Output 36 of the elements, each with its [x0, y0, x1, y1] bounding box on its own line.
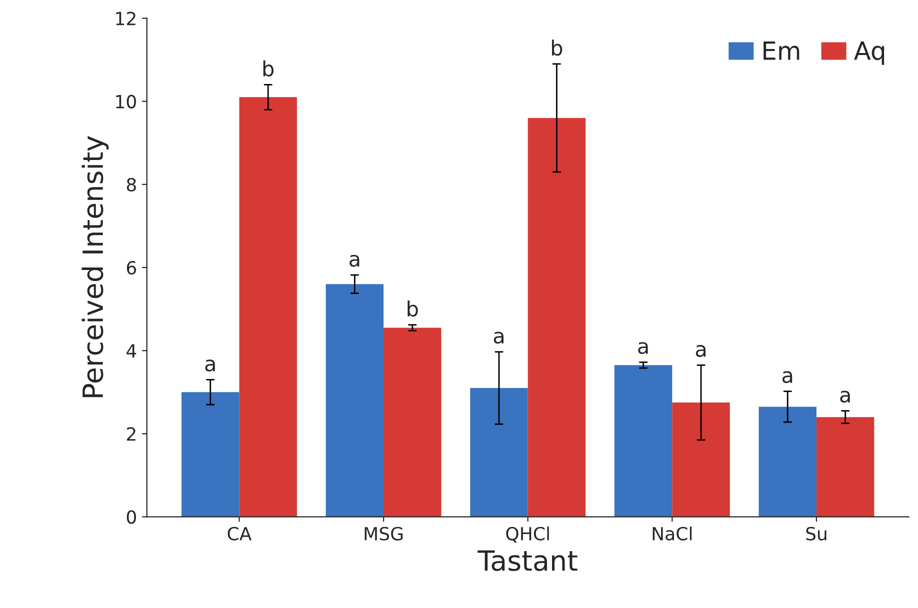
bar: [672, 402, 730, 517]
data-label: b: [263, 60, 274, 77]
x-tick-label: Su: [806, 526, 826, 540]
bar: [470, 388, 528, 517]
bar: [614, 365, 672, 517]
y-tick-label: 12: [116, 12, 136, 26]
x-tick-label: MSG: [364, 526, 403, 540]
y-tick-label: 10: [116, 94, 136, 108]
y-tick-label: 0: [126, 510, 136, 524]
data-label: a: [840, 390, 850, 403]
bar: [182, 392, 240, 517]
data-label: a: [350, 254, 360, 267]
data-label: a: [205, 360, 215, 372]
x-tick-label: NaCl: [652, 526, 692, 540]
y-tick-label: 6: [126, 260, 136, 275]
data-label: b: [408, 300, 418, 317]
bar: [326, 284, 384, 517]
data-label: b: [552, 40, 562, 56]
x-axis-title: Tastant: [478, 550, 578, 572]
y-tick-label: 8: [126, 178, 136, 192]
data-label: a: [696, 344, 706, 357]
x-tick-label: QHCl: [506, 526, 549, 543]
y-tick-label: 4: [126, 344, 136, 358]
bar: [384, 328, 442, 517]
legend-label: Aq: [854, 42, 884, 65]
x-tick-label: CA: [228, 526, 252, 540]
bar: [239, 97, 297, 517]
data-label: a: [638, 342, 648, 354]
bar: [528, 118, 586, 517]
data-label: a: [782, 371, 792, 384]
bar: [758, 406, 816, 517]
y-tick-label: 2: [126, 427, 136, 441]
bar: [816, 417, 874, 517]
y-axis-title: Perceived Intensity: [82, 136, 109, 398]
legend-label: Em: [764, 42, 800, 60]
data-label: a: [494, 332, 504, 344]
